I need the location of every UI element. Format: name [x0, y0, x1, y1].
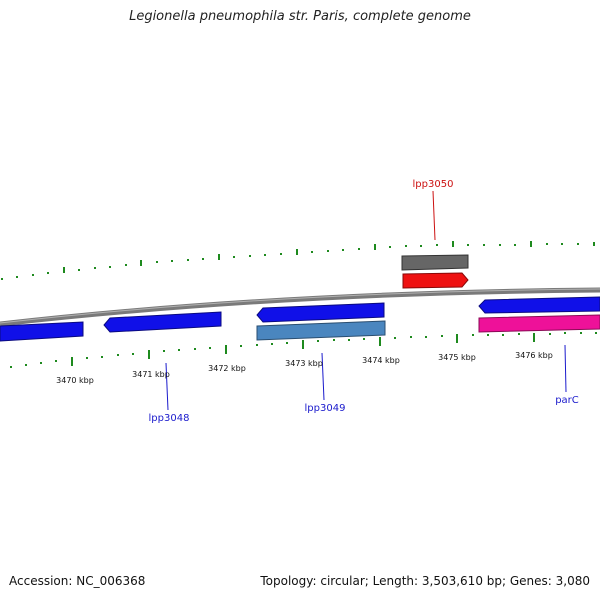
gene-lpp3048[interactable]: [103, 311, 222, 333]
gene-label-parc[interactable]: parC: [555, 395, 579, 406]
lpp3048-leader: [165, 362, 169, 411]
inner-tick-track: [10, 332, 597, 368]
parc-leader: [564, 344, 567, 393]
map-title: Legionella pneumophila str. Paris, compl…: [129, 9, 471, 24]
outer-tick-track: [1, 241, 595, 280]
axis-label-3475: 3475 kbp: [438, 353, 476, 362]
lpp3049-leader: [321, 352, 325, 401]
gene-lpp3050[interactable]: [402, 272, 469, 289]
accession-text: Accession: NC_006368: [9, 574, 146, 588]
gene-lpp3049-feature[interactable]: [256, 320, 386, 341]
genome-stats-text: Topology: circular; Length: 3,503,610 bp…: [260, 574, 590, 588]
gene-lpp3049[interactable]: [256, 302, 385, 323]
genome-backbone: [0, 287, 600, 327]
gene-arrow-left-edge[interactable]: [0, 321, 84, 342]
lpp3050-leader: [432, 190, 436, 241]
axis-label-3473: 3473 kbp: [285, 359, 323, 368]
axis-label-3470: 3470 kbp: [56, 376, 94, 385]
gene-label-lpp3049[interactable]: lpp3049: [305, 403, 346, 414]
gene-label-lpp3050[interactable]: lpp3050: [413, 179, 454, 190]
axis-label-3474: 3474 kbp: [362, 356, 400, 365]
axis-label-3471: 3471 kbp: [132, 370, 170, 379]
gene-label-lpp3048[interactable]: lpp3048: [149, 413, 190, 424]
axis-label-3472: 3472 kbp: [208, 364, 246, 373]
gene-parc[interactable]: [478, 296, 600, 314]
gene-parc-feature[interactable]: [478, 314, 600, 333]
axis-label-3476: 3476 kbp: [515, 351, 553, 360]
gene-lpp3050-feature[interactable]: [401, 254, 469, 271]
